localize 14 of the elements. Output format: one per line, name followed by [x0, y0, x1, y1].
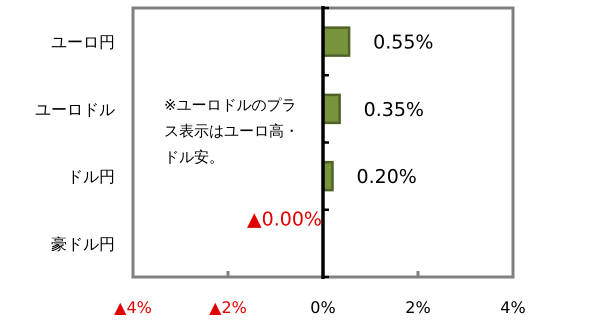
y-tick-label: ユーロ円: [51, 32, 115, 52]
y-tick-label: 豪ドル円: [51, 234, 115, 254]
x-tick-label: 4%: [500, 298, 526, 317]
data-label: ▲0.00%: [247, 208, 322, 230]
data-label: 0.35%: [364, 98, 424, 121]
x-tick-label: ▲2%: [209, 298, 247, 317]
annotation: ※ユーロドルのプラス表示はユーロ高・ドル安。: [164, 95, 300, 168]
x-tick-label: 0%: [310, 298, 336, 317]
y-tick-label: ドル円: [67, 167, 115, 186]
data-label: 0.20%: [356, 166, 417, 188]
y-tick-label: ユーロドル: [35, 100, 115, 119]
data-label: 0.55%: [373, 32, 434, 54]
x-tick-label: 2%: [405, 298, 431, 317]
x-tick-label: ▲4%: [114, 298, 152, 317]
